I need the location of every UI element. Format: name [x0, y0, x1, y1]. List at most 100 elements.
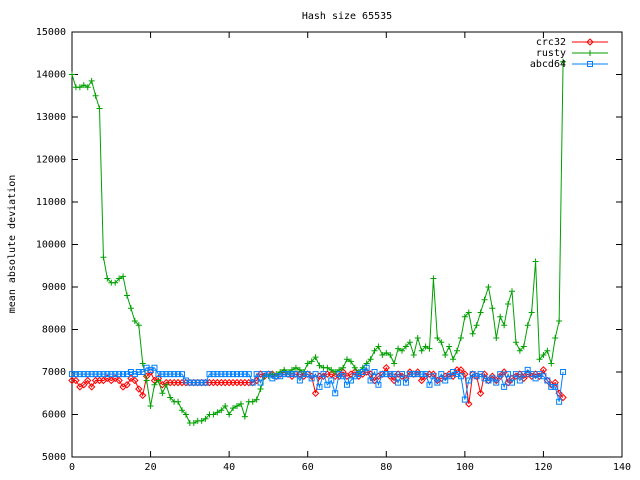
- point-marker: [469, 330, 476, 337]
- point-marker: [528, 371, 535, 378]
- point-marker: [292, 364, 299, 371]
- y-tick-label: 11000: [36, 197, 66, 208]
- plot-frame: [71, 31, 623, 458]
- point-marker: [461, 313, 468, 320]
- point-marker: [124, 292, 130, 299]
- y-tick-label: 6000: [42, 410, 66, 421]
- point-marker: [143, 364, 150, 371]
- point-marker: [457, 335, 464, 341]
- point-marker: [544, 377, 551, 384]
- point-marker: [395, 345, 402, 352]
- y-tick-label: 10000: [36, 240, 66, 251]
- point-marker: [339, 368, 347, 376]
- point-marker: [556, 318, 563, 324]
- point-marker: [512, 339, 519, 346]
- point-marker: [540, 373, 547, 380]
- point-marker: [532, 375, 539, 382]
- point-marker: [473, 373, 480, 380]
- point-marker: [347, 358, 354, 365]
- y-axis-label: mean absolute deviation: [7, 175, 18, 313]
- point-marker: [367, 356, 374, 363]
- point-marker: [497, 313, 504, 320]
- point-marker: [347, 377, 354, 384]
- point-marker: [450, 356, 457, 363]
- point-marker: [96, 105, 103, 112]
- point-marker: [214, 409, 221, 416]
- point-marker: [179, 371, 185, 378]
- point-marker: [516, 377, 523, 384]
- point-marker: [367, 377, 374, 384]
- point-marker: [120, 273, 127, 280]
- point-marker: [218, 407, 225, 414]
- point-marker: [103, 374, 112, 383]
- point-marker: [69, 71, 75, 78]
- point-marker: [391, 360, 398, 367]
- point-marker: [375, 343, 382, 350]
- point-marker: [512, 371, 519, 378]
- point-marker: [426, 345, 433, 352]
- point-marker: [485, 284, 492, 290]
- point-marker: [501, 383, 508, 390]
- point-marker: [304, 371, 311, 378]
- point-marker: [532, 258, 539, 265]
- point-marker: [540, 352, 547, 358]
- point-marker: [190, 420, 197, 426]
- point-marker: [296, 366, 303, 373]
- point-marker: [87, 383, 96, 391]
- point-marker: [414, 335, 421, 341]
- point-marker: [560, 369, 567, 375]
- point-marker: [505, 301, 512, 307]
- point-marker: [402, 343, 409, 350]
- point-marker: [531, 370, 540, 378]
- point-marker: [528, 309, 535, 316]
- point-marker: [477, 309, 484, 316]
- point-marker: [500, 368, 508, 376]
- point-marker: [80, 82, 87, 89]
- point-marker: [257, 379, 264, 386]
- point-marker: [449, 372, 457, 380]
- point-marker: [516, 370, 524, 378]
- point-marker: [509, 379, 515, 386]
- y-tick-label: 8000: [42, 325, 66, 336]
- point-marker: [308, 358, 315, 365]
- point-marker: [222, 403, 229, 409]
- point-marker: [92, 92, 99, 99]
- point-marker: [159, 390, 166, 397]
- legend-label: rusty: [536, 48, 566, 59]
- point-marker: [328, 366, 335, 373]
- point-marker: [430, 275, 437, 282]
- point-marker: [311, 389, 320, 397]
- point-marker: [446, 373, 453, 380]
- point-marker: [422, 371, 429, 378]
- point-marker: [351, 364, 358, 371]
- point-marker: [336, 371, 343, 378]
- y-tick-label: 13000: [36, 112, 66, 123]
- point-marker: [124, 371, 130, 378]
- point-marker: [249, 398, 256, 405]
- point-marker: [560, 58, 567, 65]
- point-marker: [461, 370, 469, 378]
- point-marker: [332, 390, 339, 397]
- point-marker: [307, 372, 316, 380]
- point-marker: [198, 417, 205, 424]
- point-marker: [476, 389, 485, 397]
- y-tick-label: 9000: [42, 282, 66, 293]
- point-marker: [375, 381, 382, 388]
- point-marker: [344, 381, 350, 388]
- x-tick-label: 0: [69, 462, 75, 473]
- point-marker: [202, 415, 209, 422]
- point-marker: [131, 318, 138, 324]
- point-marker: [127, 369, 134, 375]
- point-marker: [516, 347, 523, 354]
- point-marker: [163, 381, 170, 388]
- point-marker: [328, 377, 335, 384]
- x-tick-label: 60: [302, 462, 314, 473]
- point-marker: [469, 371, 476, 378]
- point-marker: [84, 84, 91, 91]
- point-marker: [237, 400, 244, 407]
- point-marker: [245, 371, 252, 378]
- point-marker: [277, 373, 284, 380]
- legend-label: crc32: [536, 37, 566, 48]
- point-marker: [351, 368, 359, 376]
